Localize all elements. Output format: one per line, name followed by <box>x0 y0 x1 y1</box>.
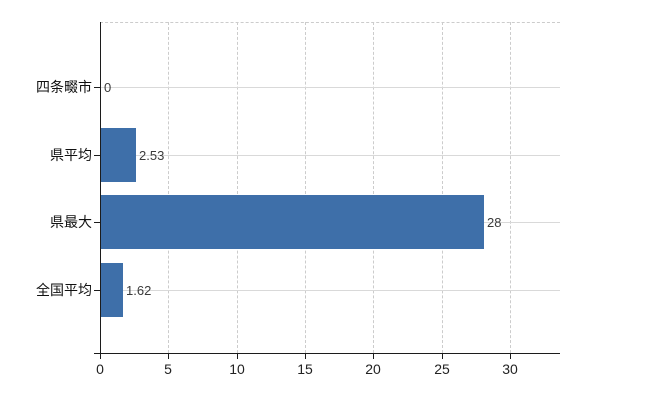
x-axis-line <box>94 353 560 354</box>
x-gridline <box>168 22 169 353</box>
x-tick-label: 10 <box>229 361 245 377</box>
x-tick-mark <box>237 353 238 359</box>
plot-top-border <box>100 22 560 23</box>
category-label: 県最大 <box>50 214 92 230</box>
x-tick-label: 5 <box>164 361 172 377</box>
value-label: 1.62 <box>126 283 152 298</box>
x-tick-mark <box>305 353 306 359</box>
x-tick-label: 0 <box>96 361 104 377</box>
value-label: 2.53 <box>139 148 165 163</box>
category-label: 全国平均 <box>36 282 92 298</box>
bar <box>101 128 136 182</box>
y-gridline <box>100 290 560 291</box>
x-gridline <box>373 22 374 353</box>
x-tick-label: 20 <box>365 361 381 377</box>
y-tick-mark <box>94 87 100 88</box>
y-tick-mark <box>94 155 100 156</box>
y-tick-mark <box>94 222 100 223</box>
bar <box>101 263 123 317</box>
x-gridline <box>237 22 238 353</box>
x-gridline <box>305 22 306 353</box>
value-label: 28 <box>487 215 502 230</box>
x-tick-mark <box>442 353 443 359</box>
x-tick-label: 30 <box>502 361 518 377</box>
x-tick-mark <box>510 353 511 359</box>
y-tick-mark <box>94 290 100 291</box>
y-axis-line <box>100 22 101 359</box>
x-gridline <box>442 22 443 353</box>
x-tick-label: 25 <box>434 361 450 377</box>
value-label: 0 <box>104 80 112 95</box>
y-gridline <box>100 87 560 88</box>
x-gridline <box>510 22 511 353</box>
category-label: 四条畷市 <box>36 79 92 95</box>
x-tick-mark <box>168 353 169 359</box>
y-gridline <box>100 155 560 156</box>
category-label: 県平均 <box>50 147 92 163</box>
x-tick-mark <box>373 353 374 359</box>
bar <box>101 195 484 249</box>
x-tick-label: 15 <box>297 361 313 377</box>
